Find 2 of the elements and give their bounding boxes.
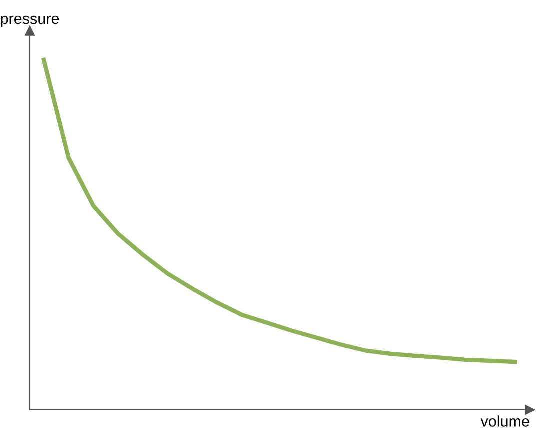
y-axis-title: pressure (1, 16, 60, 28)
x-axis-title: volume (480, 416, 530, 427)
